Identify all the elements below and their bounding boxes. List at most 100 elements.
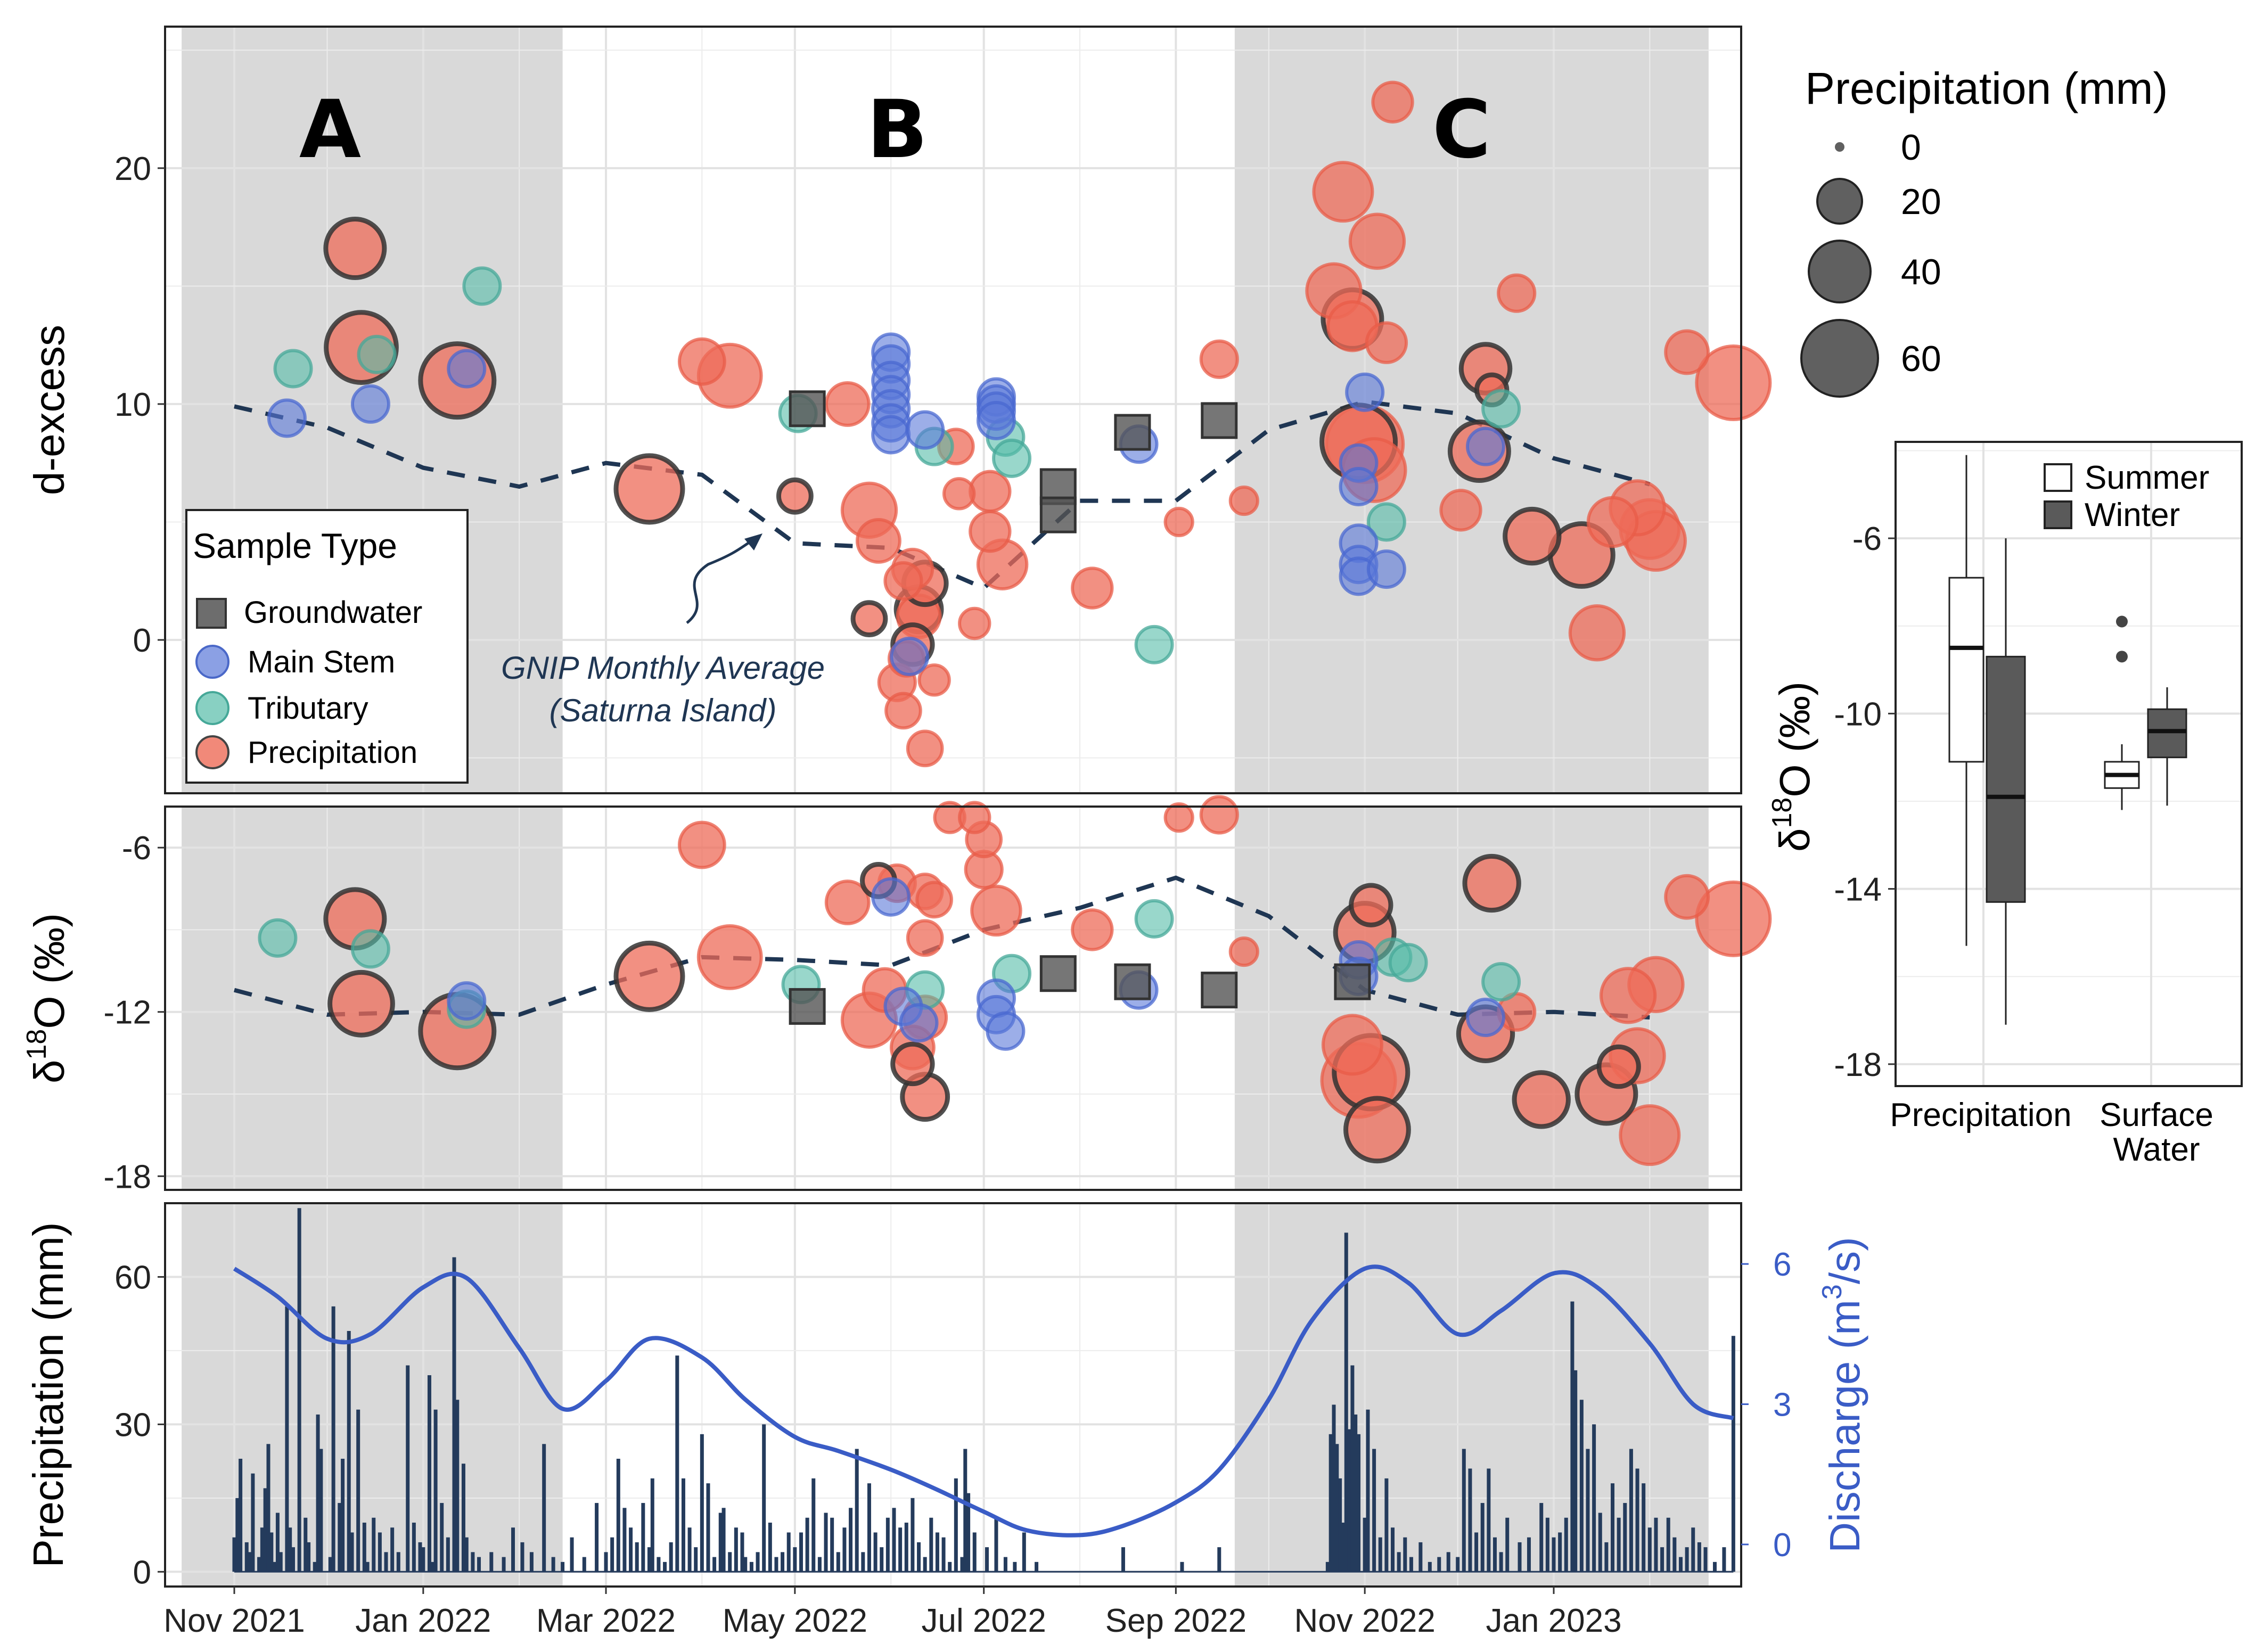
precip-bar [917,1542,921,1572]
precip-bar [781,1552,785,1572]
precip-bar [1363,1517,1367,1572]
precip-bar [288,1527,292,1572]
precip-bar [561,1561,565,1572]
point-precipitation [1586,496,1639,548]
precip-bar [721,1508,726,1572]
precip-bar [817,1557,822,1572]
precip-bar [313,1561,317,1572]
point-precipitation [917,663,951,697]
point-precipitation [1497,273,1537,313]
point-precipitation [883,561,923,601]
precip-bar [616,1459,620,1572]
point-precipitation [1343,1096,1411,1164]
point-groundwater [1201,972,1238,1009]
point-tributary [357,334,397,374]
precip-bar [960,1557,964,1572]
point-precipitation [915,881,953,919]
point-precipitation [884,692,922,730]
size-legend: Precipitation (mm) 0 20 40 60 [1800,63,2168,398]
precip-bar [1003,1557,1007,1572]
discharge-axis-label: Discharge (m3/s) [1817,1237,1868,1552]
precip-bar [1487,1468,1491,1572]
precip-bar [440,1503,444,1572]
precip-bar [657,1557,661,1572]
precip-bar [756,1552,760,1572]
point-precipitation [906,919,944,957]
precip-bar [935,1532,939,1572]
precip-bar [1678,1557,1683,1572]
box-precipitation-summer [1948,455,1984,946]
point-precipitation [1071,566,1114,610]
point-precipitation [1348,212,1406,270]
point-main-stem [899,1003,939,1043]
point-groundwater [1201,402,1238,439]
point-precipitation [1619,1104,1681,1166]
point-main-stem [350,384,390,424]
precip-bar [275,1513,280,1572]
precip-bar [1350,1365,1355,1572]
precip-bar [372,1517,376,1572]
point-precipitation [855,517,901,564]
precip-bar [452,1257,456,1572]
precip-bar [285,1306,289,1572]
precip-bar [297,1208,301,1572]
precip-bar [1121,1547,1125,1572]
panel-dexcess: A B C 0 10 20 d-excess GNIP Monthly Averag… [26,26,1772,794]
size-legend-label-40: 40 [1901,252,1941,292]
sample-type-legend: Sample Type Groundwater Main Stem Tribut… [185,509,469,784]
precip-bar [985,1547,989,1572]
precip-bar [455,1400,460,1572]
precip-bar [384,1552,388,1572]
boxplot-axis-label: δ18O (‰) [1767,681,1818,852]
precip-bar [378,1532,382,1572]
point-precipitation [1503,506,1562,566]
precip-bar [1685,1547,1689,1572]
y-tick-label: 10 [114,387,151,423]
point-main-stem [447,349,487,389]
precip-bar [269,1532,274,1572]
precip-bar [718,1513,723,1572]
precip-bar [1446,1552,1450,1572]
precip-bar [251,1473,255,1572]
precip-bar [1332,1404,1336,1572]
precip-bar [232,1537,236,1572]
precip-bar [1552,1537,1556,1572]
precip-bar [464,1537,469,1572]
point-precipitation [323,216,387,280]
precip-bar [1378,1537,1382,1572]
precip-bar [1013,1561,1017,1572]
precip-bar [1647,1527,1652,1572]
precip-bar [356,1409,360,1572]
point-main-stem [871,877,911,917]
precip-bar [244,1542,249,1572]
precip-bar [1357,1434,1361,1572]
legend-main-stem-swatch [195,645,229,679]
box-legend-summer-swatch [2044,463,2072,492]
precip-bar [1335,1444,1339,1572]
precip-bar [595,1503,599,1572]
precip-bar [855,1449,859,1572]
point-precipitation [776,477,814,515]
precip-bar [1579,1400,1584,1572]
precip-bar [489,1552,494,1572]
precip-bar [520,1542,524,1572]
box-outlier [2116,615,2128,628]
precip-bar [728,1552,732,1572]
precip-bar [1545,1517,1549,1572]
point-main-stem [890,637,930,677]
point-precipitation [696,924,763,990]
precip-bar [694,1547,698,1572]
point-precipitation [969,470,1012,513]
annotation-line1: GNIP Monthly Average [501,650,825,686]
point-precipitation [824,381,871,427]
precip-bar [471,1552,475,1572]
precip-bar [1598,1513,1602,1572]
precip-bar [418,1542,422,1572]
x-tick-label: May 2022 [723,1602,867,1639]
box-legend-winter-swatch [2044,500,2072,529]
precip-bar [1527,1537,1531,1572]
precip-bar [307,1542,311,1572]
point-groundwater [1039,955,1077,992]
precip-bar [1397,1552,1401,1572]
precip-bar [316,1414,320,1572]
